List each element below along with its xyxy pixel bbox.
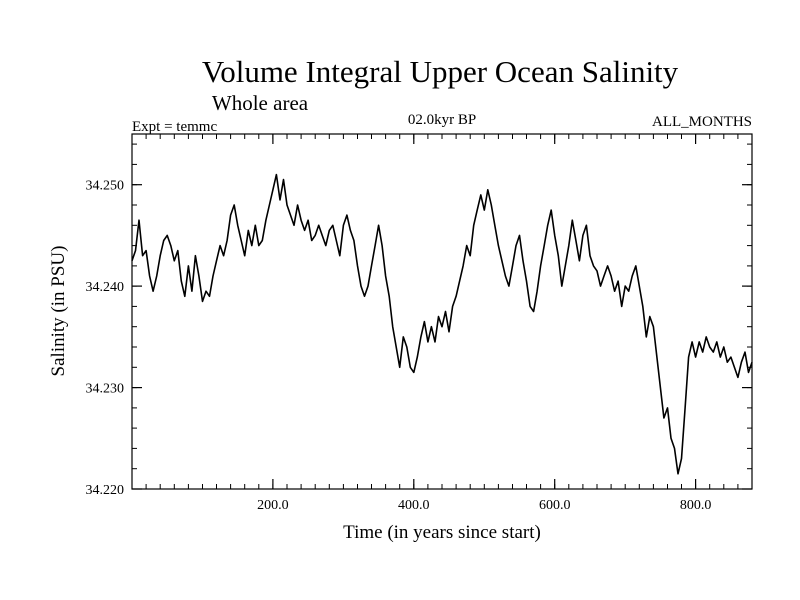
x-tick-label: 600.0 xyxy=(539,498,571,513)
chart-title: Volume Integral Upper Ocean Salinity xyxy=(202,54,679,89)
months-label: ALL_MONTHS xyxy=(652,114,752,130)
y-tick-label: 34.250 xyxy=(86,179,125,194)
plot-frame xyxy=(131,133,753,490)
y-axis-label: Salinity (in PSU) xyxy=(48,246,69,377)
x-axis-label: Time (in years since start) xyxy=(343,522,541,543)
x-axis-tick-labels: 200.0 400.0 600.0 800.0 xyxy=(257,498,711,513)
y-tick-label: 34.220 xyxy=(86,483,125,498)
y-axis-ticks xyxy=(132,143,752,490)
x-tick-label: 800.0 xyxy=(680,498,712,513)
chart-subtitle: Whole area xyxy=(212,91,309,115)
experiment-label: Expt = temmc xyxy=(132,119,217,135)
x-tick-label: 200.0 xyxy=(257,498,289,513)
y-tick-label: 34.240 xyxy=(86,280,125,295)
x-axis-ticks xyxy=(145,134,739,489)
period-label: 02.0kyr BP xyxy=(408,112,476,128)
y-tick-label: 34.230 xyxy=(86,382,125,397)
x-tick-label: 400.0 xyxy=(398,498,430,513)
salinity-series-line xyxy=(131,173,753,475)
y-axis-tick-labels: 34.220 34.230 34.240 34.250 xyxy=(86,179,125,498)
